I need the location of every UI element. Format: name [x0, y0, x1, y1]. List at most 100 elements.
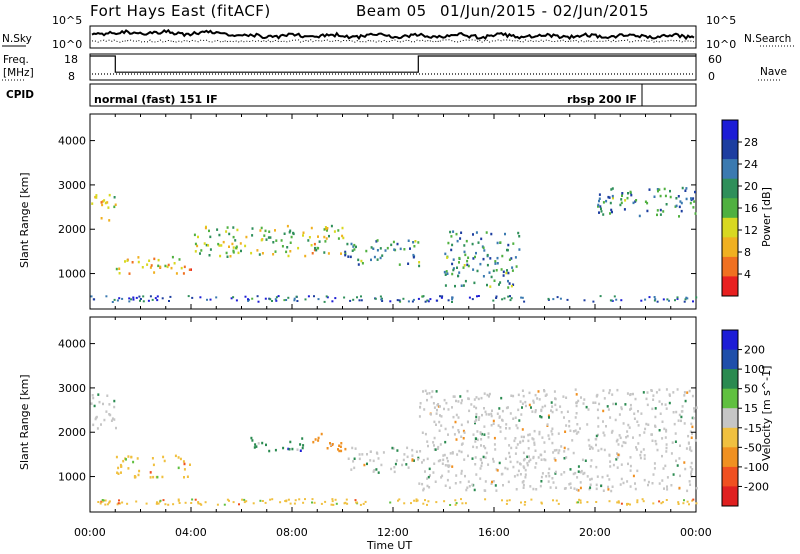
data-cell [609, 460, 612, 463]
data-cell [177, 499, 180, 502]
data-cell [522, 458, 525, 462]
data-cell [426, 503, 428, 506]
data-cell [296, 300, 299, 302]
data-cell [515, 488, 518, 491]
data-cell [445, 401, 448, 405]
data-cell [310, 244, 313, 247]
data-cell [512, 465, 515, 469]
data-cell [627, 502, 630, 505]
data-cell [460, 498, 462, 501]
colorbar-tick-label: 15 [744, 402, 758, 415]
data-cell [117, 502, 120, 505]
data-cell [191, 498, 194, 501]
data-cell [256, 249, 259, 252]
nave-label: Nave [760, 66, 787, 78]
data-cell [255, 445, 258, 448]
range-tick-label: 2000 [58, 223, 86, 236]
data-cell [135, 500, 138, 503]
data-cell [643, 431, 646, 434]
data-cell [363, 463, 366, 467]
data-cell [444, 464, 447, 467]
data-cell [506, 269, 508, 272]
data-cell [516, 460, 519, 464]
data-cell [602, 213, 605, 216]
data-cell [459, 237, 462, 240]
data-cell [274, 229, 276, 232]
data-cell [480, 464, 483, 468]
data-cell [366, 462, 368, 466]
data-cell [647, 480, 650, 484]
data-cell [446, 272, 449, 275]
data-cell [269, 298, 272, 301]
data-cell [551, 427, 554, 430]
data-cell [691, 468, 694, 471]
data-cell [565, 456, 568, 459]
data-cell [287, 254, 290, 258]
data-cell [684, 399, 687, 403]
noise-tick-bottom-right: 10^0 [706, 38, 736, 51]
data-cell [490, 232, 493, 236]
freq-panel [89, 53, 697, 81]
data-cell [183, 265, 186, 269]
data-cell [574, 416, 577, 419]
data-cell [638, 214, 641, 218]
data-cell [487, 463, 490, 466]
data-cell [424, 470, 426, 473]
data-cell [565, 424, 568, 427]
data-cell [103, 418, 106, 422]
data-cell [109, 413, 112, 417]
data-cell [444, 484, 447, 487]
data-cell [355, 245, 357, 249]
data-cell [486, 263, 489, 267]
data-cell [102, 402, 104, 406]
data-cell [608, 500, 611, 503]
data-cell [435, 390, 438, 393]
data-cell [382, 451, 385, 454]
data-cell [572, 472, 575, 476]
data-cell [677, 501, 680, 504]
data-cell [635, 199, 638, 202]
data-cell [152, 463, 155, 467]
data-cell [457, 274, 459, 278]
data-cell [547, 472, 550, 475]
data-cell [389, 501, 392, 504]
data-cell [684, 298, 687, 301]
data-cell [483, 489, 486, 492]
data-cell [311, 252, 314, 255]
cpid-mode-2: rbsp 200 IF [567, 93, 637, 106]
data-cell [519, 473, 522, 476]
data-cell [487, 436, 490, 439]
data-cell [574, 471, 577, 475]
data-cell [683, 499, 685, 502]
data-cell [637, 410, 639, 413]
data-cell [411, 459, 414, 462]
data-cell [397, 499, 399, 502]
data-cell [335, 502, 338, 505]
data-cell [501, 472, 504, 476]
data-cell [93, 298, 96, 301]
data-cell [563, 457, 566, 460]
data-cell [116, 503, 119, 506]
data-cell [118, 297, 121, 300]
nave-tick-bottom: 0 [708, 70, 715, 83]
colorbar-segment [722, 256, 738, 277]
data-cell [487, 432, 490, 435]
data-cell [633, 417, 636, 420]
data-cell [525, 404, 527, 408]
data-cell [658, 400, 661, 403]
data-cell [132, 298, 135, 301]
data-cell [600, 447, 603, 451]
data-cell [106, 503, 109, 506]
data-cell [447, 299, 450, 302]
data-cell [455, 399, 457, 403]
data-cell [170, 266, 173, 270]
data-cell [479, 432, 482, 435]
data-cell [555, 448, 558, 452]
data-cell [225, 230, 228, 233]
data-cell [90, 295, 93, 298]
data-cell [651, 407, 654, 411]
data-cell [627, 192, 629, 195]
data-cell [514, 256, 517, 259]
data-cell [501, 254, 504, 258]
data-cell [162, 455, 165, 459]
